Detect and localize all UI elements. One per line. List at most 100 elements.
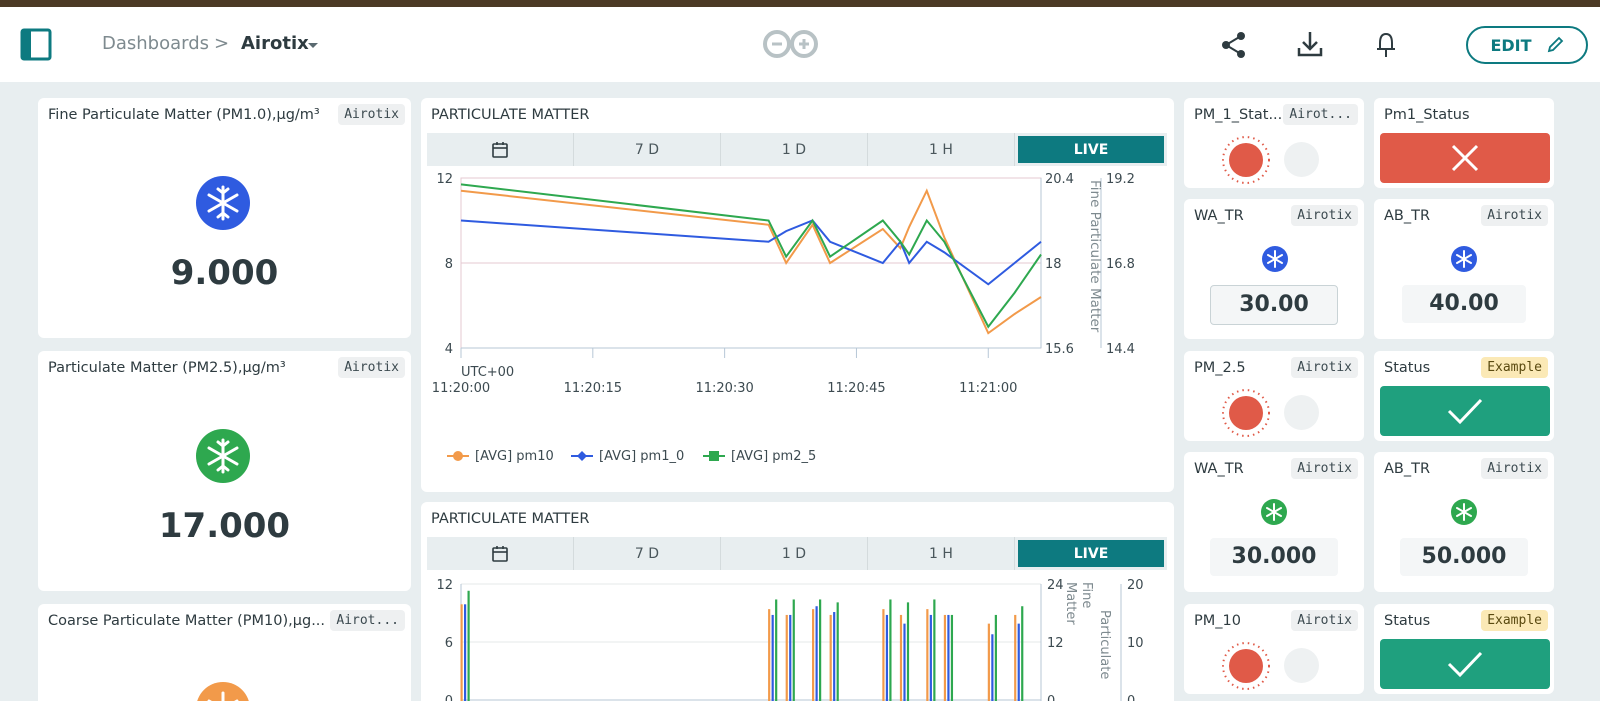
tab-1h[interactable]: 1 H — [868, 537, 1015, 570]
bar-chart[interactable]: Fine Matter Particulate 0 6 12 0 12 24 0 10 20 — [421, 502, 1174, 701]
pencil-icon — [1547, 36, 1563, 53]
bar[interactable] — [950, 614, 954, 701]
status-led-off — [1284, 395, 1319, 430]
value-tile-ab-tr-2[interactable]: AB_TR Airotix 50.000 — [1374, 452, 1554, 592]
status-tile-pm1-status[interactable]: Pm1_Status — [1374, 98, 1554, 188]
bar[interactable] — [785, 614, 788, 701]
bar[interactable] — [929, 614, 932, 701]
value-readout: 30.000 — [1210, 538, 1338, 576]
value-tile-ab-tr[interactable]: AB_TR Airotix 40.00 — [1374, 199, 1554, 339]
bar[interactable] — [771, 614, 774, 701]
bar[interactable] — [819, 599, 822, 701]
status-tile-example-2[interactable]: Status Example — [1374, 604, 1554, 694]
bar[interactable] — [943, 614, 947, 701]
bar[interactable] — [1014, 614, 1017, 701]
bar[interactable] — [789, 614, 792, 701]
card-title: PARTICULATE MATTER — [431, 511, 590, 527]
status-tile-pm1[interactable]: PM_1_Stat... Airot... — [1184, 98, 1364, 188]
value-card-pm25[interactable]: Particulate Matter (PM2.5),µg/m³ Airotix… — [38, 351, 411, 591]
tab-calendar[interactable] — [427, 537, 574, 570]
bar[interactable] — [768, 609, 771, 701]
tab-1h[interactable]: 1 H — [868, 133, 1015, 166]
value-input[interactable]: 30.00 — [1210, 285, 1338, 325]
edit-button-label: EDIT — [1490, 35, 1532, 55]
legend-marker-pm1 — [577, 451, 587, 461]
bar[interactable] — [933, 599, 936, 701]
bar[interactable] — [467, 590, 470, 701]
bar[interactable] — [464, 604, 467, 701]
value-card-pm10[interactable]: Coarse Particulate Matter (PM10),µg... A… — [38, 604, 411, 701]
tab-1d[interactable]: 1 D — [721, 537, 868, 570]
bar[interactable] — [815, 606, 818, 701]
tab-7d[interactable]: 7 D — [574, 537, 721, 570]
tab-live[interactable]: LIVE — [1015, 133, 1167, 166]
bar[interactable] — [836, 602, 839, 701]
bar-chart-card[interactable]: PARTICULATE MATTER 7 D 1 D 1 H LIVE Fine… — [421, 502, 1174, 701]
device-tag: Airot... — [1283, 104, 1358, 125]
device-tag: Airotix — [1291, 610, 1358, 631]
bar[interactable] — [1017, 623, 1020, 701]
series-line--avg-pm1-0[interactable] — [460, 219, 1042, 286]
device-pin-icon[interactable] — [1373, 31, 1399, 59]
download-icon[interactable] — [1296, 30, 1324, 58]
bar[interactable] — [812, 609, 815, 701]
device-tag: Airotix — [338, 357, 405, 378]
tab-7d[interactable]: 7 D — [574, 133, 721, 166]
status-tile-pm10[interactable]: PM_10 Airotix — [1184, 604, 1364, 694]
y3-tick-label: 19.2 — [1106, 172, 1135, 187]
legend-pm10[interactable]: [AVG] pm10 — [475, 449, 554, 464]
bar[interactable] — [987, 623, 990, 701]
bar[interactable] — [882, 609, 885, 701]
legend-pm25[interactable]: [AVG] pm2_5 — [731, 449, 816, 464]
device-tag: Example — [1481, 610, 1548, 631]
edit-button[interactable]: EDIT — [1466, 26, 1588, 64]
y-tick-label: 4 — [445, 342, 453, 357]
tab-live[interactable]: LIVE — [1015, 537, 1167, 570]
status-button-true[interactable] — [1380, 386, 1550, 436]
right-axis-title-line2: Particulate — [1097, 610, 1112, 679]
line-chart[interactable]: UTC+00 Fine Particulate Matter 4 8 12 15.6 1… — [421, 98, 1174, 492]
value-card-pm1[interactable]: Fine Particulate Matter (PM1.0),µg/m³ Ai… — [38, 98, 411, 338]
legend: [AVG] pm10 [AVG] pm1_0 [AVG] pm2_5 — [447, 449, 816, 464]
bar[interactable] — [947, 614, 950, 701]
bar[interactable] — [775, 599, 778, 701]
tab-calendar[interactable] — [427, 133, 574, 166]
dashboard-name[interactable]: Airotix — [241, 33, 309, 54]
status-tile-example-1[interactable]: Status Example — [1374, 351, 1554, 441]
y2-tick-label: 0 — [1047, 694, 1055, 701]
bar[interactable] — [889, 599, 892, 701]
tab-1d[interactable]: 1 D — [721, 133, 868, 166]
bar[interactable] — [460, 604, 463, 701]
bar[interactable] — [994, 614, 997, 701]
bar[interactable] — [899, 614, 903, 701]
bar[interactable] — [792, 599, 795, 701]
status-tile-pm25[interactable]: PM_2.5 Airotix — [1184, 351, 1364, 441]
breadcrumb-separator: > — [214, 33, 230, 54]
device-tag: Airotix — [1481, 205, 1548, 226]
value-tile-wa-tr-2[interactable]: WA_TR Airotix 30.000 — [1184, 452, 1364, 592]
bar[interactable] — [926, 609, 929, 701]
series-line--avg-pm2-5[interactable] — [460, 183, 1042, 329]
card-title: Fine Particulate Matter (PM1.0),µg/m³ — [48, 107, 320, 123]
bar[interactable] — [829, 614, 832, 701]
value-readout: 9.000 — [170, 253, 279, 293]
card-title: Coarse Particulate Matter (PM10),µg... — [48, 613, 326, 629]
bar[interactable] — [833, 612, 836, 701]
share-icon[interactable] — [1220, 31, 1248, 59]
right-axis-title: Fine Particulate Matter — [1087, 180, 1103, 333]
line-chart-card[interactable]: PARTICULATE MATTER 7 D 1 D 1 H LIVE UTC+… — [421, 98, 1174, 492]
bar[interactable] — [885, 614, 889, 701]
bar[interactable] — [903, 623, 906, 701]
status-button-true[interactable] — [1380, 639, 1550, 689]
time-range-tabs: 7 D 1 D 1 H LIVE — [427, 537, 1167, 570]
chevron-down-icon[interactable] — [307, 42, 319, 50]
bar[interactable] — [906, 602, 910, 701]
bar[interactable] — [1021, 606, 1024, 701]
breadcrumb-dashboards[interactable]: Dashboards — [102, 33, 210, 54]
status-button-false[interactable] — [1380, 133, 1550, 183]
series-line--avg-pm10[interactable] — [460, 188, 1042, 335]
legend-pm1[interactable]: [AVG] pm1_0 — [599, 449, 684, 464]
value-tile-wa-tr[interactable]: WA_TR Airotix 30.00 — [1184, 199, 1364, 339]
sidebar-toggle-icon[interactable] — [20, 28, 52, 61]
bar[interactable] — [991, 634, 994, 701]
